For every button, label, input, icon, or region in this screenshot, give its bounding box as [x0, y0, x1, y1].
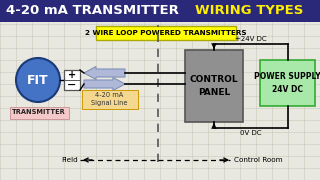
FancyBboxPatch shape — [82, 89, 138, 109]
Text: Field: Field — [61, 157, 78, 163]
Text: Control Room: Control Room — [234, 157, 283, 163]
Text: +: + — [68, 70, 76, 80]
FancyArrow shape — [84, 66, 125, 80]
Text: 4-20 mA TRANSMITTER: 4-20 mA TRANSMITTER — [6, 4, 183, 17]
Text: TRANSMITTER: TRANSMITTER — [12, 109, 66, 116]
Text: CONTROL
PANEL: CONTROL PANEL — [190, 75, 238, 97]
FancyBboxPatch shape — [260, 60, 315, 106]
Text: 2 WIRE LOOP POWERED TRANSMITTERS: 2 WIRE LOOP POWERED TRANSMITTERS — [85, 30, 247, 36]
FancyBboxPatch shape — [185, 50, 243, 122]
Text: FIT: FIT — [27, 73, 49, 87]
FancyBboxPatch shape — [64, 70, 80, 90]
FancyBboxPatch shape — [96, 26, 236, 40]
Text: POWER SUPPLY
24V DC: POWER SUPPLY 24V DC — [254, 72, 320, 94]
Text: −: − — [67, 80, 77, 90]
Bar — [0, 22, 320, 180]
FancyArrow shape — [84, 78, 125, 91]
FancyBboxPatch shape — [10, 107, 68, 118]
Text: WIRING TYPES: WIRING TYPES — [195, 4, 303, 17]
Text: +24V DC: +24V DC — [235, 36, 267, 42]
Text: 4-20 mA
Signal Line: 4-20 mA Signal Line — [91, 92, 128, 106]
Bar — [0, 0, 320, 22]
Circle shape — [16, 58, 60, 102]
Text: 0V DC: 0V DC — [240, 130, 261, 136]
